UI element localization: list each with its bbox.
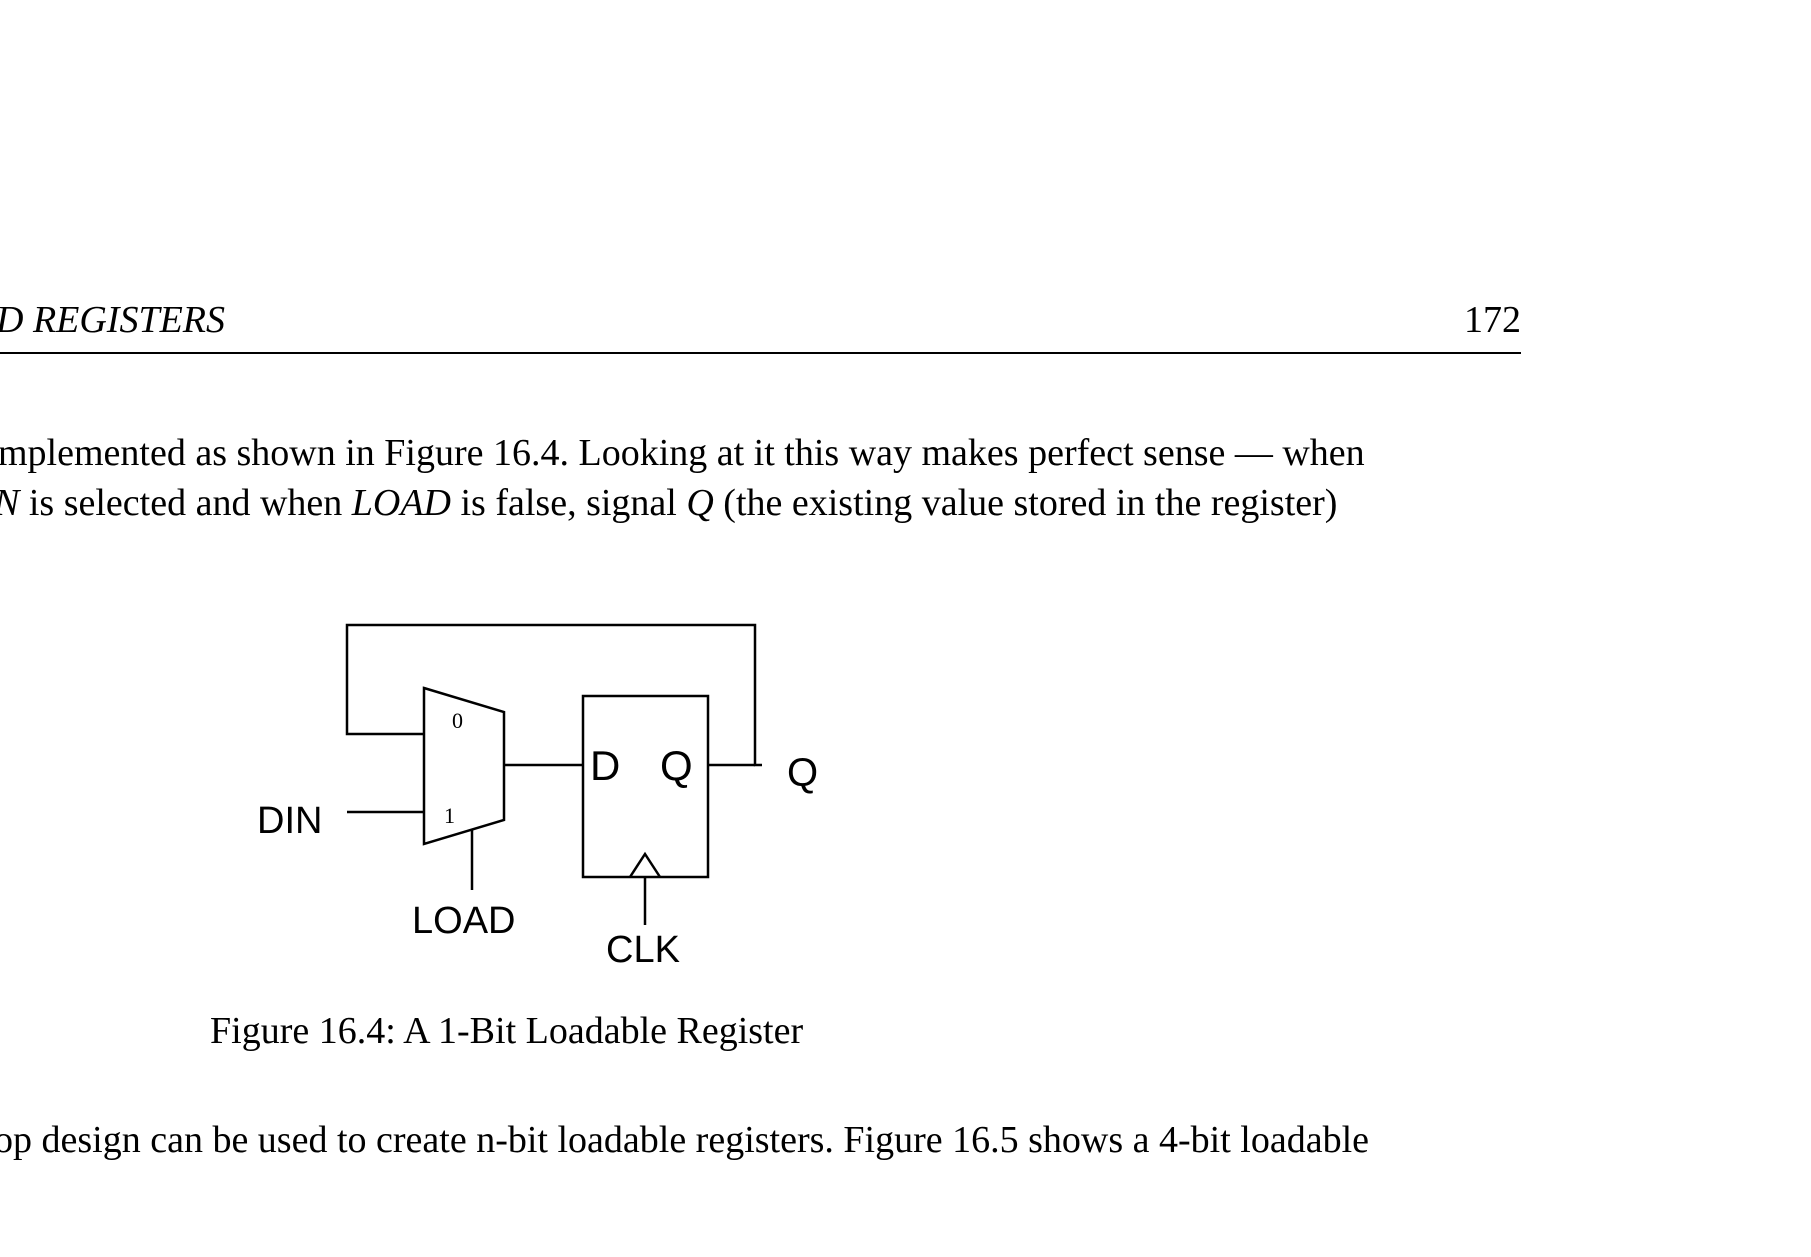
feedback-wire [345, 623, 762, 767]
mux-body [422, 686, 506, 846]
mux-input-1-label: 1 [444, 803, 455, 828]
text-fragment: is selected and when [19, 482, 352, 524]
din-label: DIN [257, 800, 322, 842]
text-fragment: (the existing value stored in the regist… [713, 482, 1338, 524]
page-number: 172 [1464, 299, 1521, 341]
figure-caption: Figure 16.4: A 1-Bit Loadable Register [210, 1010, 804, 1052]
ff-d-label: D [590, 742, 620, 789]
text-fragment: is false, signal [450, 482, 687, 524]
ff-q-label: Q [660, 742, 693, 789]
load-label: LOAD [412, 900, 515, 942]
body-text-line-3: op design can be used to create n-bit lo… [0, 1119, 1369, 1161]
mux-input-0-label: 0 [452, 708, 463, 733]
register-diagram: 0 1 DIN LOAD D Q Q CLK [257, 623, 818, 971]
math-load: LOAD [351, 482, 451, 524]
clk-label: CLK [606, 929, 680, 971]
output-q-label: Q [787, 751, 818, 795]
body-text-line-2: N is selected and when LOAD is false, si… [0, 481, 1337, 525]
header-rule [0, 352, 1521, 354]
running-header-title: D REGISTERS [0, 299, 226, 341]
body-text-line-1: mplemented as shown in Figure 16.4. Look… [0, 432, 1365, 474]
clock-triangle [628, 851, 662, 878]
math-din-fragment: N [0, 482, 19, 524]
math-q: Q [686, 482, 714, 524]
